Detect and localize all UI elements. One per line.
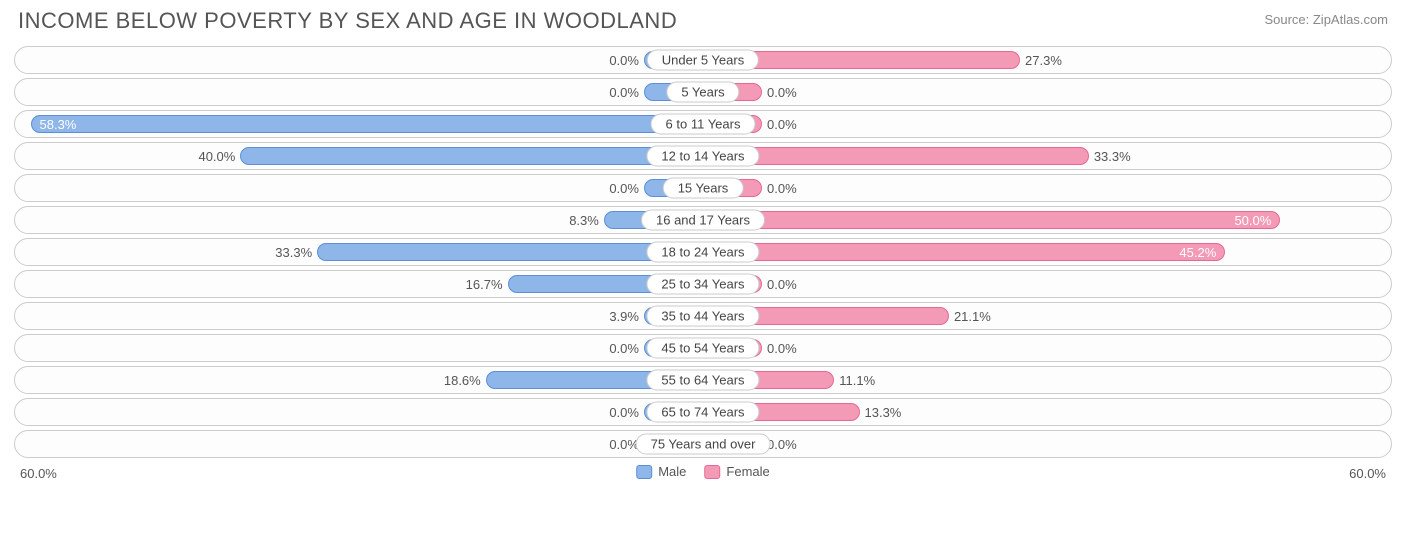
category-label: 25 to 34 Years xyxy=(646,274,759,295)
male-bar: 40.0% xyxy=(240,147,699,165)
legend-female-label: Female xyxy=(726,464,769,479)
legend-female: Female xyxy=(704,464,769,479)
male-value: 0.0% xyxy=(601,405,645,420)
male-value: 18.6% xyxy=(436,373,487,388)
male-value: 0.0% xyxy=(601,181,645,196)
category-label: 55 to 64 Years xyxy=(646,370,759,391)
axis-max-right: 60.0% xyxy=(1349,466,1386,481)
female-bar: 33.3% xyxy=(707,147,1089,165)
chart-row: 3.9% 21.1% 35 to 44 Years xyxy=(14,302,1392,330)
chart-row: 18.6% 11.1% 55 to 64 Years xyxy=(14,366,1392,394)
female-value: 0.0% xyxy=(761,341,805,356)
male-value: 8.3% xyxy=(561,213,605,228)
chart-row: 0.0% 27.3% Under 5 Years xyxy=(14,46,1392,74)
female-bar: 45.2% xyxy=(707,243,1225,261)
chart-footer: 60.0% Male Female 60.0% xyxy=(14,464,1392,488)
female-value: 13.3% xyxy=(859,405,910,420)
legend-male: Male xyxy=(636,464,686,479)
male-bar: 58.3% xyxy=(31,115,700,133)
male-bar: 33.3% xyxy=(317,243,699,261)
category-label: 18 to 24 Years xyxy=(646,242,759,263)
chart-row: 16.7% 0.0%25 to 34 Years xyxy=(14,270,1392,298)
female-value: 50.0% xyxy=(1226,213,1279,228)
legend-male-label: Male xyxy=(658,464,686,479)
category-label: 6 to 11 Years xyxy=(651,114,756,135)
chart-row: 0.0% 0.0%45 to 54 Years xyxy=(14,334,1392,362)
category-label: 15 Years xyxy=(663,178,744,199)
female-value: 0.0% xyxy=(761,181,805,196)
female-swatch-icon xyxy=(704,465,720,479)
male-value: 16.7% xyxy=(458,277,509,292)
category-label: Under 5 Years xyxy=(647,50,759,71)
male-value: 3.9% xyxy=(601,309,645,324)
female-value: 45.2% xyxy=(1171,245,1224,260)
chart-row: 58.3% 0.0% 6 to 11 Years xyxy=(14,110,1392,138)
female-value: 27.3% xyxy=(1019,53,1070,68)
category-label: 5 Years xyxy=(666,82,739,103)
female-value: 0.0% xyxy=(761,117,805,132)
chart-row: 33.3% 45.2% 18 to 24 Years xyxy=(14,238,1392,266)
chart-source: Source: ZipAtlas.com xyxy=(1264,8,1388,27)
female-value: 0.0% xyxy=(761,277,805,292)
poverty-chart: INCOME BELOW POVERTY BY SEX AND AGE IN W… xyxy=(0,0,1406,559)
chart-header: INCOME BELOW POVERTY BY SEX AND AGE IN W… xyxy=(14,8,1392,34)
male-value: 58.3% xyxy=(32,117,85,132)
category-label: 12 to 14 Years xyxy=(646,146,759,167)
female-bar: 50.0% xyxy=(707,211,1280,229)
male-value: 0.0% xyxy=(601,53,645,68)
female-value: 11.1% xyxy=(833,373,883,388)
female-value: 21.1% xyxy=(948,309,999,324)
male-value: 40.0% xyxy=(190,149,241,164)
category-label: 16 and 17 Years xyxy=(641,210,765,231)
chart-title: INCOME BELOW POVERTY BY SEX AND AGE IN W… xyxy=(18,8,677,34)
male-value: 0.0% xyxy=(601,341,645,356)
chart-row: 0.0%0.0%75 Years and over xyxy=(14,430,1392,458)
category-label: 35 to 44 Years xyxy=(646,306,759,327)
female-value: 0.0% xyxy=(761,85,805,100)
chart-row: 0.0% 13.3% 65 to 74 Years xyxy=(14,398,1392,426)
category-label: 75 Years and over xyxy=(636,434,771,455)
chart-rows: 0.0%27.3%Under 5 Years0.0%0.0%5 Years58.… xyxy=(14,46,1392,458)
chart-row: 8.3% 50.0% 16 and 17 Years xyxy=(14,206,1392,234)
chart-row: 0.0% 0.0% 5 Years xyxy=(14,78,1392,106)
chart-row: 40.0%33.3%12 to 14 Years xyxy=(14,142,1392,170)
male-value: 33.3% xyxy=(267,245,318,260)
male-value: 0.0% xyxy=(601,85,645,100)
category-label: 45 to 54 Years xyxy=(646,338,759,359)
female-value: 33.3% xyxy=(1088,149,1139,164)
chart-row: 0.0% 0.0% 15 Years xyxy=(14,174,1392,202)
male-swatch-icon xyxy=(636,465,652,479)
category-label: 65 to 74 Years xyxy=(646,402,759,423)
legend: Male Female xyxy=(636,464,770,479)
axis-max-left: 60.0% xyxy=(20,466,57,481)
